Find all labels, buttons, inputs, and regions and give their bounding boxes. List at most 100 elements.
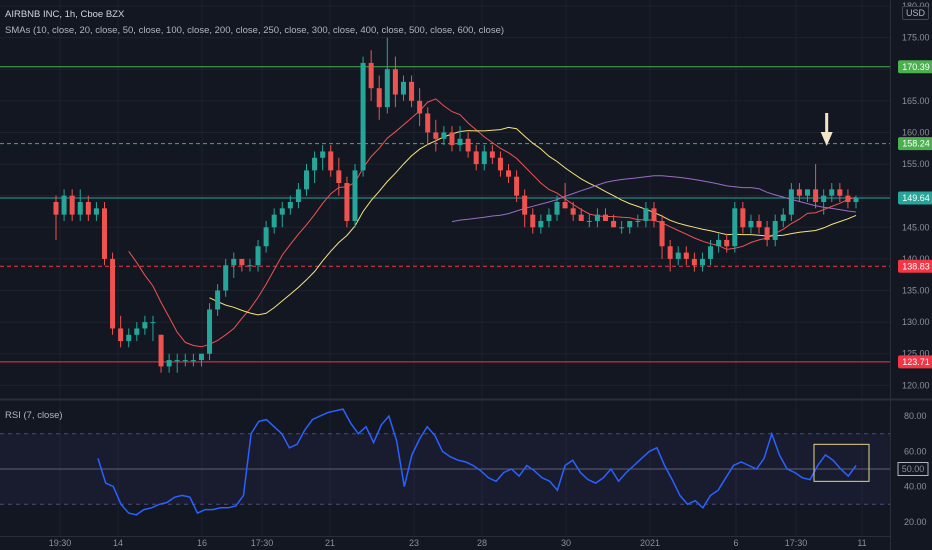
candle-body	[635, 220, 641, 222]
candle	[586, 214, 592, 228]
candle-body	[344, 183, 350, 221]
candle-body	[724, 239, 730, 247]
price-tick-label: 120.00	[902, 380, 930, 390]
candle	[764, 220, 770, 247]
candle-body	[788, 189, 794, 215]
candle	[530, 208, 536, 234]
price-badge	[898, 191, 932, 205]
candle	[837, 183, 843, 202]
candle-body	[384, 69, 390, 108]
candle	[756, 214, 762, 234]
candle-body	[465, 138, 471, 152]
candle	[457, 126, 463, 152]
price-tick-label: 165.00	[902, 96, 930, 106]
candle-body	[182, 360, 188, 362]
candle	[101, 202, 107, 266]
candle-body	[263, 227, 269, 247]
candle	[635, 214, 641, 228]
candle	[473, 145, 479, 171]
candle-body	[85, 202, 91, 215]
time-tick-label: 17:30	[785, 538, 808, 548]
candle	[198, 353, 204, 367]
price-badge	[898, 259, 932, 273]
candle-body	[457, 138, 463, 146]
sma-20-line	[209, 126, 857, 316]
candle	[497, 151, 503, 177]
price-badge-label: 138.83	[902, 261, 930, 271]
candle-body	[530, 214, 536, 228]
candle	[780, 208, 786, 228]
price-badge-label: 158.24	[902, 139, 930, 149]
candle-body	[287, 202, 293, 209]
rsi-tick-label: 40.00	[904, 482, 927, 492]
price-tick-label: 140.00	[902, 254, 930, 264]
candle	[619, 220, 625, 234]
candle	[110, 252, 116, 335]
candle-body	[796, 189, 802, 196]
rsi-tick-label: 80.00	[904, 411, 927, 421]
candle-body	[473, 151, 479, 165]
candle	[182, 353, 188, 367]
candle	[562, 183, 568, 209]
candle	[85, 195, 91, 221]
candle	[376, 75, 382, 120]
candle-body	[570, 208, 576, 215]
candle-body	[433, 132, 439, 139]
candle	[304, 164, 310, 196]
candle-body	[667, 246, 673, 259]
candle-body	[400, 81, 406, 95]
time-tick-label: 16	[197, 538, 207, 548]
candle-body	[215, 290, 221, 310]
candle	[312, 151, 318, 184]
candle	[320, 145, 326, 171]
price-badge	[898, 60, 932, 74]
candle	[425, 107, 431, 146]
candle-body	[376, 88, 382, 108]
candle-body	[829, 189, 835, 196]
candle-body	[312, 157, 318, 171]
candle-body	[198, 353, 204, 361]
candle-body	[61, 195, 67, 215]
candle-body	[586, 220, 592, 222]
candle-body	[619, 227, 625, 229]
rsi-series-line	[97, 408, 857, 516]
candle-body	[772, 220, 778, 240]
candle-body	[805, 189, 811, 196]
candle-body	[77, 202, 83, 215]
candle-body	[611, 220, 617, 228]
candle	[853, 195, 859, 209]
candle-body	[417, 100, 423, 114]
candle-body	[594, 214, 600, 221]
time-tick-label: 14	[113, 538, 123, 548]
sma-legend: SMAs (10, close, 20, close, 50, close, 1…	[5, 25, 505, 36]
candle-body	[562, 202, 568, 209]
candle	[441, 126, 447, 146]
price-tick-label: 160.00	[902, 127, 930, 137]
candle	[546, 208, 552, 228]
candle-body	[853, 197, 859, 202]
candle	[538, 214, 544, 234]
candle	[821, 189, 827, 215]
price-tick-label: 175.00	[902, 33, 930, 43]
candle-body	[101, 208, 107, 259]
candles	[53, 37, 859, 373]
candle	[796, 183, 802, 202]
candle-body	[93, 208, 99, 215]
candle-body	[295, 189, 301, 202]
time-tick-label: 21	[325, 538, 335, 548]
rsi-highlight-box	[813, 443, 870, 482]
time-tick-label: 28	[477, 538, 487, 548]
candle-body	[627, 220, 633, 228]
candle-body	[134, 328, 140, 335]
annotations	[813, 113, 870, 482]
candle	[328, 145, 334, 177]
price-badges: 170.39 158.24 149.64 138.83 123.71 50.00	[897, 60, 932, 476]
candle-body	[392, 69, 398, 95]
candle	[134, 322, 140, 342]
currency-button[interactable]: USD	[902, 6, 930, 20]
candle	[514, 170, 520, 202]
candle-body	[821, 195, 827, 202]
candle	[166, 353, 172, 373]
candle	[805, 189, 811, 202]
